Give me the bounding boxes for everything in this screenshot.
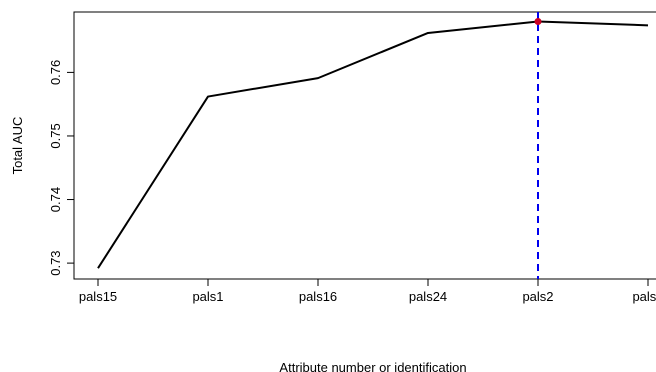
y-tick-label: 0.76 [48, 60, 63, 85]
x-tick-label: pals2 [522, 289, 553, 304]
highlight-layer [534, 12, 542, 279]
y-tick-label: 0.73 [48, 250, 63, 275]
series-line [97, 20, 649, 269]
plot-frame [73, 11, 656, 280]
x-axis-title: Attribute number or identification [279, 360, 466, 372]
y-tick-label: 0.75 [48, 123, 63, 148]
y-axis: 0.73 0.74 0.75 0.76 [48, 60, 74, 276]
x-tick-label: pals24 [409, 289, 447, 304]
x-tick-label: pals2 [632, 289, 656, 304]
y-axis-title: Total AUC [10, 117, 25, 175]
series-layer [97, 20, 649, 269]
best-auc-point [534, 18, 542, 26]
x-tick-label: pals15 [79, 289, 117, 304]
x-axis: pals15 pals1 pals16 pals24 pals2 pals2 [79, 279, 656, 304]
x-tick-label: pals1 [192, 289, 223, 304]
plot-border [73, 11, 656, 280]
y-tick-label: 0.74 [48, 187, 63, 212]
x-tick-label: pals16 [299, 289, 337, 304]
